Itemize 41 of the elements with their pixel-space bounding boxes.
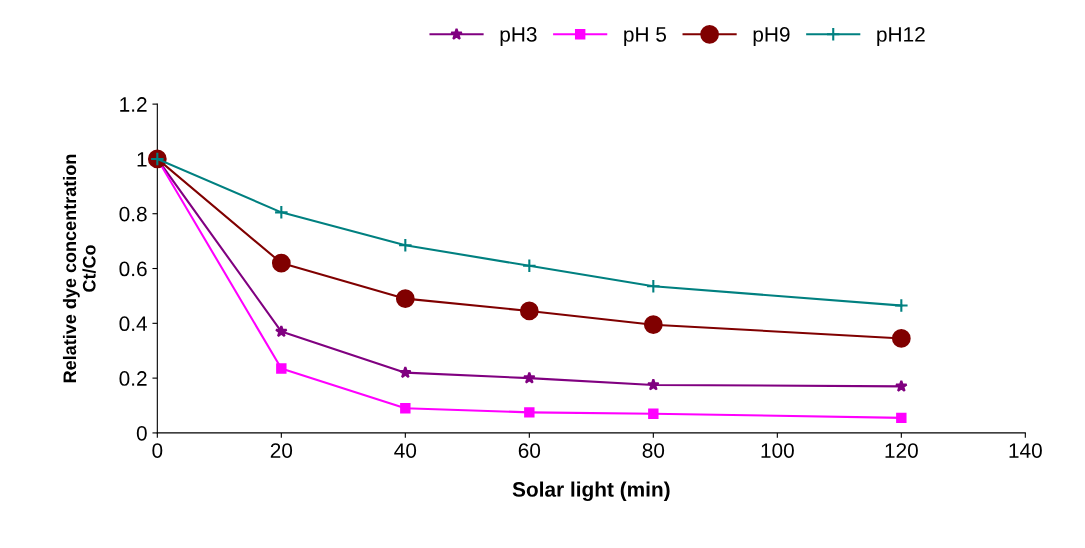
- point: [274, 205, 289, 220]
- x-tick-label: 140: [1009, 443, 1042, 458]
- point: [522, 258, 537, 274]
- x-tick-label: 120: [885, 443, 918, 458]
- x-tick-label: 20: [270, 443, 293, 458]
- y-tick-label: 0.8: [119, 206, 147, 222]
- legend-label: pH12: [877, 27, 925, 46]
- x-tick-label: 0: [152, 443, 163, 458]
- point: [896, 412, 907, 424]
- y-tick-label: 1: [137, 152, 147, 167]
- legend-label: pH 5: [624, 27, 667, 46]
- legend-label: pH9: [753, 27, 790, 46]
- y-tick-label: 0: [136, 425, 147, 441]
- point: [895, 379, 908, 392]
- y-tick-label: 1.2: [120, 97, 147, 112]
- x-axis-title: Solar light (min): [512, 481, 670, 502]
- point: [275, 324, 288, 338]
- point: [399, 366, 412, 379]
- y-tick-label: 0.4: [119, 316, 147, 332]
- point: [519, 301, 539, 321]
- point: [400, 403, 411, 414]
- x-tick-label: 60: [518, 443, 541, 458]
- y-tick-label: 0.2: [119, 371, 147, 386]
- point: [524, 407, 535, 418]
- point: [894, 298, 909, 313]
- point: [271, 253, 291, 273]
- point: [523, 371, 536, 384]
- point: [398, 237, 413, 253]
- point: [276, 363, 287, 374]
- point: [647, 378, 660, 391]
- point: [646, 279, 661, 294]
- x-tick-label: 100: [761, 443, 794, 458]
- point: [648, 408, 659, 419]
- y-tick-label: 0.6: [119, 261, 147, 277]
- y-axis-title: Relative dye concentration Ct/Co: [62, 154, 96, 383]
- x-tick-label: 40: [394, 443, 417, 458]
- x-tick-label: 80: [642, 443, 665, 458]
- point: [643, 315, 663, 335]
- legend-label: pH3: [500, 27, 537, 46]
- point: [395, 289, 415, 309]
- point: [891, 329, 911, 348]
